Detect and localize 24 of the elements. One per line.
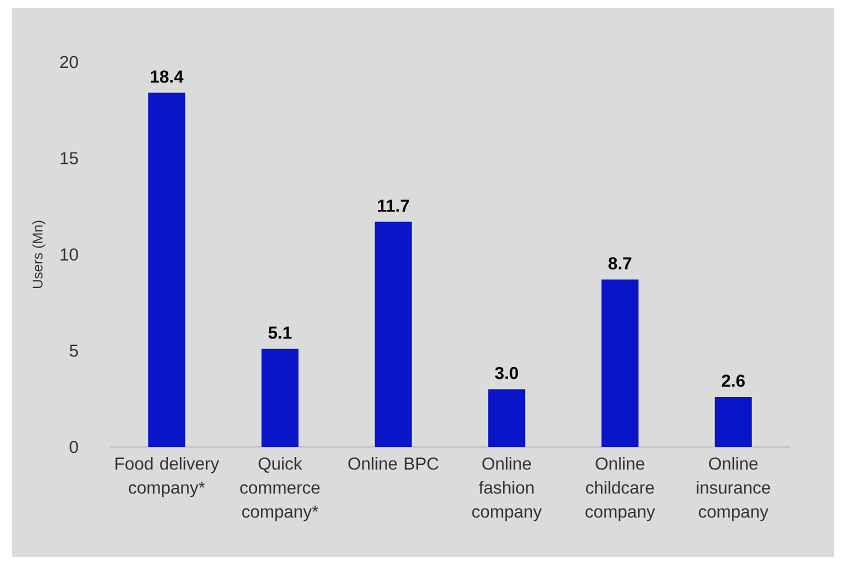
bar bbox=[374, 222, 412, 447]
data-label: 2.6 bbox=[722, 374, 745, 387]
x-tick-label: Online BPC bbox=[348, 457, 438, 470]
x-tick-label: Quick commerce company* bbox=[240, 457, 320, 522]
data-label: 11.7 bbox=[378, 200, 409, 212]
y-tick-label: 10 bbox=[60, 248, 78, 261]
y-tick-label: 5 bbox=[70, 344, 78, 357]
data-label: 8.7 bbox=[608, 257, 632, 270]
bar bbox=[262, 348, 298, 447]
x-tick-label: Online insurance company bbox=[696, 457, 770, 522]
y-axis-title: Users (Mn) bbox=[32, 220, 46, 288]
y-tick-label: 0 bbox=[70, 440, 78, 454]
bar bbox=[601, 280, 638, 447]
x-tick-label: Online childcare company bbox=[586, 457, 656, 522]
bar bbox=[714, 396, 752, 447]
x-tick-label: Food delivery company* bbox=[116, 457, 220, 498]
y-tick-label: 20 bbox=[60, 56, 78, 68]
data-label: 5.1 bbox=[268, 326, 292, 339]
x-tick-label: Online fashion company bbox=[472, 457, 542, 522]
data-label: 18.4 bbox=[150, 70, 184, 83]
y-tick-label: 15 bbox=[60, 152, 78, 164]
bar bbox=[488, 389, 526, 447]
bar bbox=[148, 92, 186, 447]
data-label: 3.0 bbox=[495, 366, 518, 380]
